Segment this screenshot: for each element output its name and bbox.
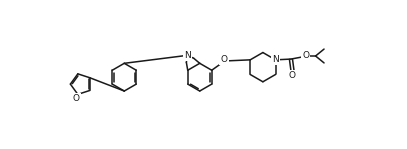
Text: N: N bbox=[184, 51, 190, 60]
Text: N: N bbox=[272, 55, 279, 64]
Text: O: O bbox=[73, 94, 80, 103]
Text: O: O bbox=[302, 52, 309, 60]
Text: O: O bbox=[221, 55, 228, 64]
Text: O: O bbox=[289, 71, 296, 80]
